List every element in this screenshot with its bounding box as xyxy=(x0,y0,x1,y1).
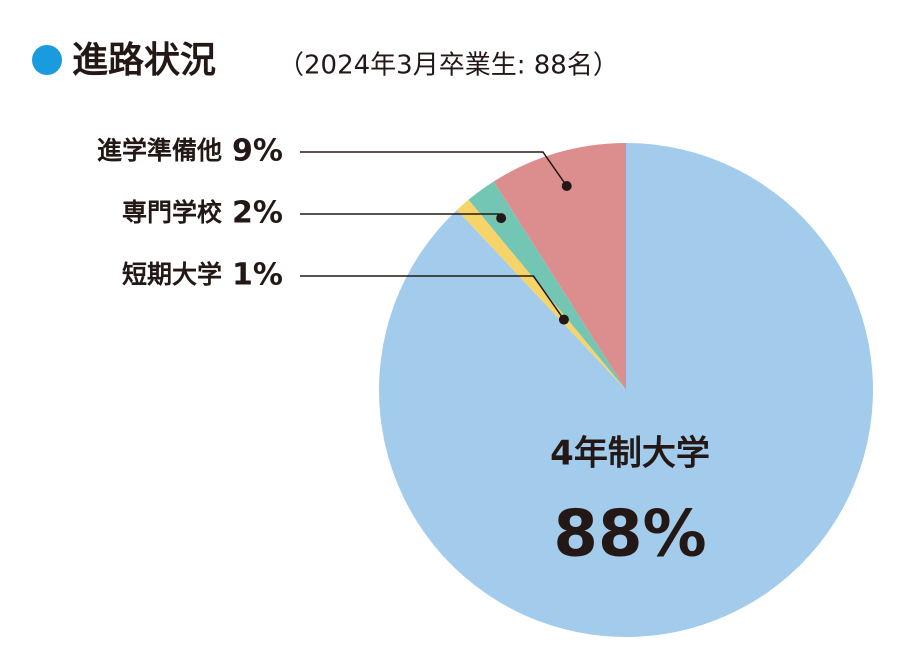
pie-slice xyxy=(468,181,626,390)
label-name: 進学準備他 xyxy=(97,136,222,165)
label-value: 2% xyxy=(232,196,283,231)
leader-line xyxy=(300,275,565,321)
label-name: 短期大学 xyxy=(122,260,222,289)
leader-dot xyxy=(561,181,572,192)
chart-subtitle: （2024年3月卒業生: 88名） xyxy=(278,51,619,81)
slice-label: 4年制大学 xyxy=(550,434,710,474)
label-value: 9% xyxy=(232,134,283,169)
slice-value: 88% xyxy=(553,498,706,572)
leader-line xyxy=(300,151,568,187)
leader-dot xyxy=(496,213,507,224)
title-bullet xyxy=(32,45,62,75)
pie-slice xyxy=(493,143,626,390)
chart-title: 進路状況 xyxy=(72,40,216,81)
pie-slice xyxy=(456,199,626,390)
label-name: 専門学校 xyxy=(122,198,223,227)
label-value: 1% xyxy=(232,258,283,293)
leader-dot xyxy=(558,314,569,325)
